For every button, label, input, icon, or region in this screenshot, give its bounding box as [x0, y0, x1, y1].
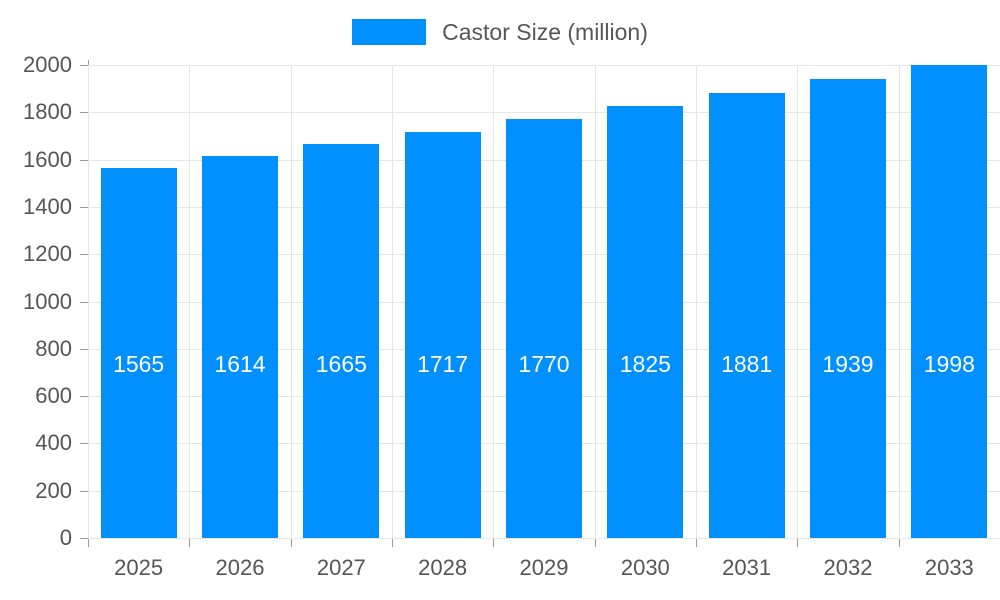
gridline-vertical [392, 65, 393, 538]
y-axis-tick-label: 600 [35, 383, 72, 409]
x-axis-tick-label: 2032 [823, 555, 873, 580]
legend-color-swatch [352, 19, 427, 45]
y-axis-tick-mark [80, 65, 88, 66]
y-axis-tick-label: 1800 [23, 99, 72, 125]
gridline-vertical [493, 65, 494, 538]
bar[interactable] [202, 156, 278, 538]
x-axis-tick-mark [392, 539, 393, 547]
bar-value-label: 1998 [923, 351, 975, 377]
bar[interactable] [404, 131, 481, 538]
gridline-vertical [291, 65, 292, 538]
x-axis-tick-mark [696, 539, 697, 547]
y-axis-tick-label: 400 [35, 430, 72, 456]
y-axis-tick-label: 1600 [23, 146, 72, 172]
y-axis-tick-label: 2000 [23, 52, 72, 77]
x-axis-tick-label: 2026 [215, 555, 265, 580]
x-axis-tick-mark [88, 539, 89, 547]
gridline-vertical [797, 65, 798, 538]
bar-value-label: 1717 [417, 351, 469, 377]
y-axis-tick-mark [80, 301, 88, 303]
bar[interactable] [607, 106, 684, 538]
x-axis-tick-label: 2031 [722, 555, 772, 580]
y-axis-tick-label: 200 [35, 477, 72, 503]
x-axis-tick-label: 2028 [418, 555, 468, 580]
x-axis-tick-mark [595, 539, 596, 547]
y-axis-tick-mark [80, 538, 88, 539]
x-axis-tick-mark [493, 539, 494, 547]
bar-value-label: 1939 [822, 351, 874, 377]
y-axis-tick-label: 0 [59, 525, 72, 550]
y-axis-tick-mark [80, 490, 88, 492]
gridline-vertical [88, 65, 89, 538]
gridline-vertical [696, 65, 697, 538]
bar-value-label: 1825 [619, 351, 671, 377]
legend-item-castor-size[interactable]: Castor Size (million) [352, 19, 648, 45]
gridline-horizontal [88, 538, 1000, 539]
gridline-horizontal [88, 65, 1000, 66]
x-axis-tick-label: 2030 [620, 555, 670, 580]
bar[interactable] [810, 79, 886, 538]
x-axis-tick-label: 2025 [114, 555, 164, 580]
y-axis-tick-mark [80, 112, 88, 114]
x-axis-tick-mark [797, 539, 798, 547]
bar-value-label: 1881 [721, 351, 773, 377]
gridline-vertical [189, 65, 190, 538]
x-axis-tick-mark [899, 539, 900, 547]
bar[interactable] [100, 167, 177, 538]
y-axis-tick-mark [80, 396, 88, 398]
bar-value-label: 1565 [113, 351, 165, 377]
bar[interactable] [911, 65, 988, 538]
x-axis-tick-label: 2029 [519, 555, 569, 580]
y-axis-tick-label: 1200 [23, 241, 72, 267]
y-axis-tick-label: 1400 [23, 193, 72, 219]
legend-label: Castor Size (million) [442, 19, 648, 45]
x-axis-tick-label: 2027 [316, 555, 366, 580]
bar[interactable] [506, 119, 582, 538]
plot-area: 1565 1614 1665 1717 1770 1825 1881 1939 1998 [88, 65, 1000, 539]
chart-legend: Castor Size (million) [0, 14, 1000, 50]
y-axis-tick-mark [80, 254, 88, 256]
gridline-horizontal [88, 112, 1000, 114]
bar-value-label: 1614 [214, 351, 266, 377]
bar[interactable] [708, 93, 785, 538]
bar[interactable] [303, 144, 380, 538]
y-axis-tick-label: 800 [35, 335, 72, 361]
bar-value-label: 1665 [315, 351, 367, 377]
x-axis-tick-mark [291, 539, 292, 547]
x-axis-tick-mark [189, 539, 190, 547]
gridline-vertical [595, 65, 596, 538]
gridline-vertical [899, 65, 900, 538]
y-axis-tick-mark [80, 206, 88, 208]
y-axis-tick-mark [80, 348, 88, 350]
y-axis-tick-label: 1000 [23, 288, 72, 314]
bar-value-label: 1770 [518, 351, 570, 377]
x-axis-tick-label: 2033 [924, 555, 974, 580]
y-axis-tick-mark [80, 159, 88, 161]
y-axis-tick-mark [80, 443, 88, 445]
